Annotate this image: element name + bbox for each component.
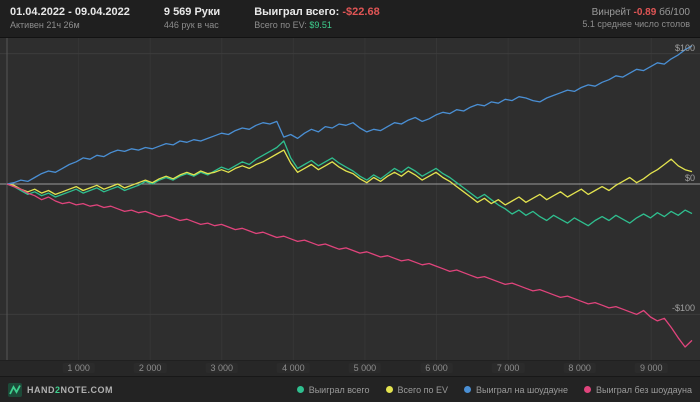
winrate-value: -0.89 — [633, 6, 657, 18]
x-axis-tick-label: 2 000 — [133, 363, 167, 373]
legend-item-ev-total[interactable]: Всего по EV — [385, 384, 449, 395]
legend-item-won-no-showdown[interactable]: Выиграл без шоудауна — [584, 385, 692, 395]
legend-dot-icon — [584, 386, 591, 393]
x-axis-tick-label: 9 000 — [635, 363, 668, 373]
x-axis-tick-label: 7 000 — [491, 363, 525, 373]
legend-item-won-total[interactable]: Выиграл всего — [296, 384, 370, 395]
y-axis-tick-label: -$100 — [671, 303, 695, 314]
winnings-graph[interactable]: 1 000 2 000 3 000 4 000 5 000 6 000 7 000 8 000… — [0, 38, 700, 376]
won-total-value: -$22.68 — [342, 6, 380, 18]
graph-canvas[interactable] — [0, 38, 700, 360]
won-total-line: Выиграл всего: -$22.68 — [254, 6, 379, 20]
x-axis-tick-label: 8 000 — [563, 363, 596, 373]
legend-label: Всего по EV — [397, 384, 449, 395]
hands-count: 9 569 Руки — [163, 6, 221, 18]
ev-total-label: Всего по EV: — [254, 19, 307, 30]
hand2note-logo[interactable]: HAND2NOTE.COM — [8, 382, 113, 397]
series-line-won-total — [6, 140, 693, 227]
x-axis-tick-label: 4 000 — [277, 363, 310, 373]
logo-text-hand: HAND — [27, 384, 55, 395]
legend-item-won-showdown[interactable]: Выиграл на шоудауне — [464, 385, 568, 395]
won-total-label: Выиграл всего: — [254, 6, 340, 18]
logo-text-two: 2 — [55, 384, 61, 395]
date-range-block: 01.04.2022 - 09.04.2022 Активен 21ч 26м — [10, 6, 130, 31]
winnings-block: Выиграл всего: -$22.68 Всего по EV: $9.5… — [254, 6, 379, 31]
legend-label: Выиграл без шоудауна — [596, 384, 692, 395]
ev-total-line: Всего по EV: $9.51 — [254, 20, 379, 31]
logo-text-note: NOTE.COM — [60, 384, 114, 395]
x-axis-tick-label: 3 000 — [205, 363, 239, 373]
legend-label: Выиграл всего — [308, 384, 370, 395]
hands-block: 9 569 Руки 446 рук в час — [164, 6, 220, 31]
ev-total-value: $9.51 — [309, 19, 332, 30]
winrate-line: Винрейт -0.89 бб/100 — [582, 7, 690, 20]
x-axis-tick-label: 5 000 — [348, 363, 382, 373]
x-axis-tick-label: 6 000 — [420, 363, 453, 373]
winrate-unit: бб/100 — [659, 6, 690, 18]
x-axis: 1 000 2 000 3 000 4 000 5 000 6 000 7 000 8 000… — [0, 360, 700, 376]
footer-bar: HAND2NOTE.COM Выиграл всего Всего по EV Вы… — [0, 376, 700, 402]
avg-tables: 5.1 среднее число столов — [582, 19, 690, 30]
series-line-won-no-showdown — [6, 183, 693, 348]
winrate-label: Винрейт — [591, 6, 631, 18]
hand2note-logo-icon — [8, 382, 22, 397]
series-line-ev-total — [6, 149, 693, 206]
x-axis-tick-label: 1 000 — [62, 363, 95, 373]
legend-dot-icon — [296, 386, 304, 393]
active-time: Активен 21ч 26м — [10, 19, 80, 30]
stats-topbar: 01.04.2022 - 09.04.2022 Активен 21ч 26м … — [0, 0, 700, 38]
series-line-won-showdown — [6, 45, 693, 185]
legend-dot-icon — [464, 386, 472, 393]
winrate-block: Винрейт -0.89 бб/100 5.1 среднее число с… — [582, 7, 690, 31]
date-range: 01.04.2022 - 09.04.2022 — [10, 6, 130, 18]
logo-text: HAND2NOTE.COM — [27, 385, 113, 395]
y-axis-tick-label: $100 — [674, 42, 695, 53]
y-axis-tick-label: $0 — [684, 173, 695, 183]
legend-label: Выиграл на шоудауне — [476, 384, 568, 395]
legend-dot-icon — [385, 386, 393, 393]
chart-legend: Выиграл всего Всего по EV Выиграл на шоуда… — [296, 384, 692, 395]
hands-per-hour: 446 рук в час — [163, 19, 219, 30]
